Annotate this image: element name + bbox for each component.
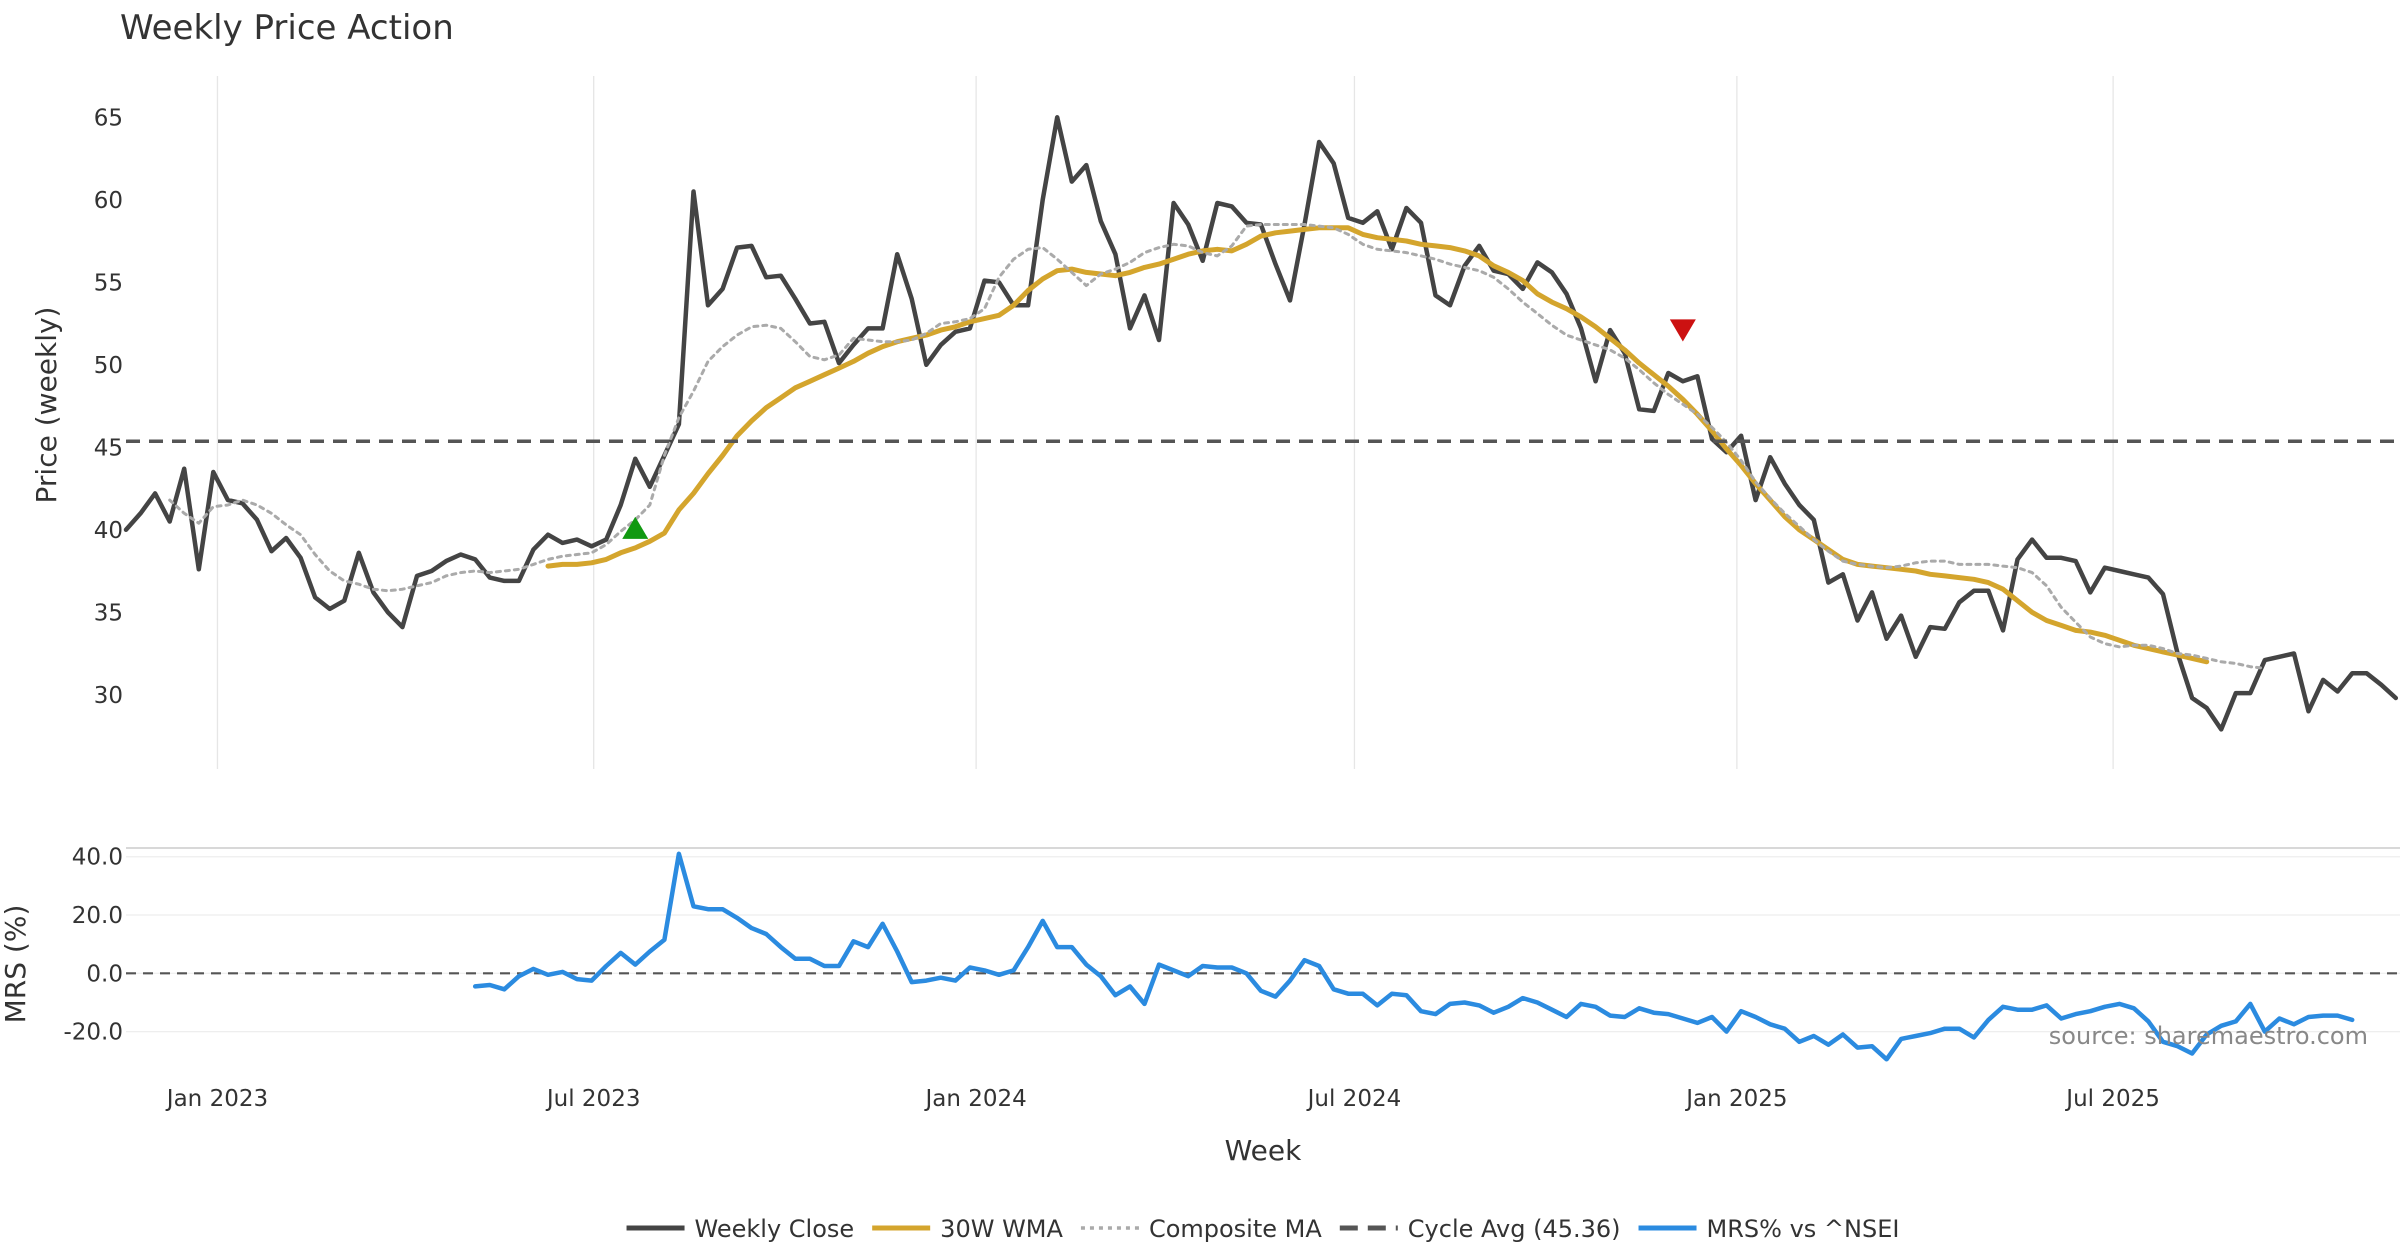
price-y-tick-label: 60 <box>94 188 123 214</box>
legend-label: Cycle Avg (45.36) <box>1408 1215 1621 1243</box>
legend-label: Weekly Close <box>695 1215 855 1243</box>
x-tick-label: Jul 2023 <box>545 1086 641 1112</box>
x-tick-label: Jan 2023 <box>165 1086 268 1112</box>
x-tick-label: Jan 2025 <box>1684 1086 1787 1112</box>
x-axis-label: Week <box>1225 1134 1302 1167</box>
series-composite-ma-line <box>168 223 2267 670</box>
price-y-tick-label: 45 <box>94 435 123 461</box>
x-tick-label: Jul 2024 <box>1306 1086 1402 1112</box>
mrs-y-tick-label: 0.0 <box>86 961 123 987</box>
mrs-y-axis-label: MRS (%) <box>0 905 32 1024</box>
mrs-y-tick-label: 40.0 <box>72 845 123 871</box>
series-mrs-line <box>472 851 2355 1062</box>
x-tick-label: Jul 2025 <box>2064 1086 2160 1112</box>
legend: Weekly Close 30W WMA Composite MA Cycle Avg… <box>626 1215 1900 1243</box>
sell-signal-marker <box>1669 319 1696 342</box>
grid-layer <box>126 76 2400 1033</box>
x-tick-label: Jan 2024 <box>923 1086 1026 1112</box>
axes-layer: Jan 2023 Jul 2023 Jan 2024 Jul 2024 Jan 2025… <box>63 105 2159 1112</box>
price-y-tick-label: 40 <box>94 518 123 544</box>
chart-title: Weekly Price Action <box>120 8 454 48</box>
mrs-y-tick-label: 20.0 <box>72 903 123 929</box>
source-attribution: source: sharemaestro.com <box>2049 1022 2368 1050</box>
price-y-tick-label: 30 <box>94 683 123 709</box>
price-y-tick-label: 35 <box>94 600 123 626</box>
buy-signal-marker <box>622 516 649 539</box>
price-y-tick-label: 50 <box>94 353 123 379</box>
mrs-panel <box>126 851 2400 1062</box>
price-y-tick-label: 65 <box>94 105 123 131</box>
series-30w-wma-line <box>545 225 2210 665</box>
mrs-y-tick-label: -20.0 <box>63 1020 123 1046</box>
legend-label: MRS% vs ^NSEI <box>1707 1215 1900 1243</box>
price-panel <box>123 115 2400 732</box>
price-y-axis-label: Price (weekly) <box>30 307 63 504</box>
legend-label: 30W WMA <box>940 1215 1063 1243</box>
legend-label: Composite MA <box>1149 1215 1322 1243</box>
price-y-tick-label: 55 <box>94 270 123 296</box>
series-weekly-close-line <box>123 115 2399 732</box>
